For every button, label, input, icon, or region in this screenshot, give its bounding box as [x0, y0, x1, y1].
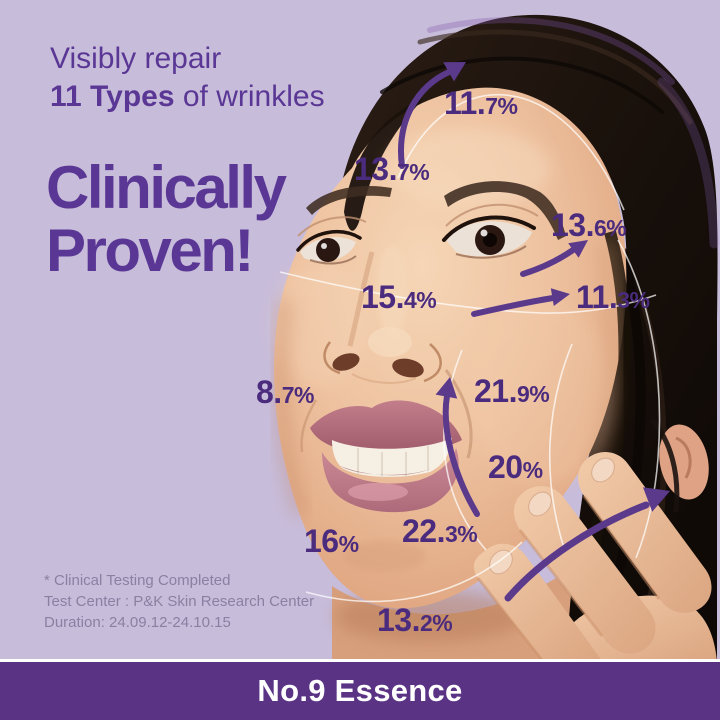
improvement-arrows — [398, 62, 670, 602]
eyebrows — [306, 181, 566, 240]
arrow-jawline — [504, 487, 670, 602]
left-iris — [316, 238, 340, 262]
arrow-forehead — [398, 62, 466, 169]
finger — [473, 543, 600, 662]
finger — [514, 486, 656, 654]
arrow-eye-corner — [520, 240, 588, 277]
fingernail — [528, 491, 552, 517]
upper-lip — [310, 400, 462, 454]
guide-lines — [279, 93, 661, 603]
eyes — [296, 203, 539, 265]
ear — [650, 418, 709, 513]
arrow-under-eye — [471, 288, 570, 317]
face — [273, 87, 631, 609]
arrow-cheek — [435, 377, 480, 517]
hand — [473, 452, 717, 662]
fingernail — [591, 457, 615, 483]
hair-fringe — [344, 98, 424, 231]
nose — [323, 251, 442, 384]
hair-purple-sheen — [427, 17, 675, 85]
mouth — [300, 369, 473, 572]
teeth — [332, 438, 452, 477]
